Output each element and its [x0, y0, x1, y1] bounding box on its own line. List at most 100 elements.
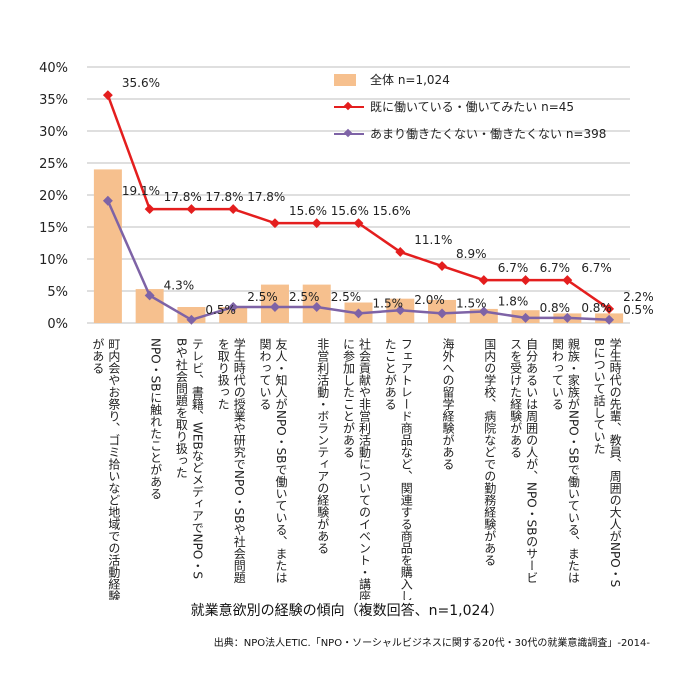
series-marker — [144, 204, 155, 215]
series-marker — [102, 195, 113, 206]
data-label: 11.1% — [414, 233, 452, 247]
y-tick-label: 25% — [39, 157, 68, 172]
legend-swatch-purple — [334, 128, 364, 140]
data-label: 0.5% — [205, 303, 236, 317]
data-label: 2.5% — [247, 290, 278, 304]
series-lines — [102, 90, 615, 325]
x-category-label: 町内会やお祭り、ゴミ拾いなど地域での活動経験 — [107, 338, 121, 600]
chart-caption: 就業意欲別の経験の傾向（複数回答、n=1,024） — [190, 603, 504, 619]
data-label: 6.7% — [540, 261, 571, 275]
data-label: 15.6% — [373, 204, 411, 218]
series-marker — [520, 275, 531, 286]
x-category-label: 関わっている — [550, 338, 564, 410]
series-marker — [311, 302, 322, 312]
x-category-label: 学生時代の授業や研究でNPO・SBや社会問題 — [232, 337, 246, 585]
series-marker — [270, 302, 280, 312]
data-label: 35.6% — [122, 76, 160, 90]
x-category-label: 関わっている — [258, 338, 272, 410]
bar — [219, 307, 248, 323]
x-category-label: 親族・家族がNPO・SBで働いている、または — [566, 338, 580, 584]
series-marker — [353, 308, 364, 319]
series-marker — [562, 275, 573, 286]
series-marker — [228, 204, 239, 215]
chart: 0%5%10%15%20%25%30%35%40% 35.6%17.8% 17.8… — [39, 61, 654, 600]
legend-item-bar: 全体 n=1,024 — [334, 66, 606, 93]
x-category-label: NPO・SBに触れたことがある — [149, 338, 163, 500]
y-tick-label: 40% — [39, 61, 68, 76]
data-label: 15.6% — [289, 204, 327, 218]
legend-swatch-red — [334, 101, 364, 113]
source-note: 出典：NPO法人ETIC.「NPO・ソーシャルビジネスに関する20代・30代の就… — [213, 638, 650, 649]
y-axis-ticks: 0% 5% 10% 15% 20% 25% 30% 35% 40% — [39, 61, 68, 332]
x-category-label: 自分あるいは周囲の人が、NPO・SBのサービ — [525, 338, 539, 584]
x-category-label: 学生時代の先輩、教員、周囲の大人がNPO・S — [608, 337, 622, 588]
grid — [87, 66, 630, 324]
legend-swatch-bar — [334, 73, 356, 86]
data-label: 17.8% — [247, 190, 285, 204]
x-category-label: スを受けた経験がある — [509, 338, 523, 458]
data-label: 4.3% — [164, 278, 195, 292]
x-category-label: たことがある — [383, 338, 397, 410]
series-marker — [270, 218, 280, 229]
data-label: 2.0% — [414, 293, 445, 307]
x-category-label: に参加したことがある — [342, 338, 356, 458]
series-marker — [604, 303, 615, 314]
legend: 全体 n=1,024 既に働いている・働いてみたい n=45 あまり働きたくない… — [334, 66, 606, 147]
x-category-label: フェアトレード商品など、関連する商品を購入し — [399, 338, 413, 600]
series-marker — [186, 314, 197, 325]
x-category-label: がある — [91, 338, 105, 374]
data-label: 2.5% — [289, 290, 320, 304]
series-marker — [395, 247, 406, 257]
data-label: 19.1% — [122, 184, 160, 198]
series-marker — [395, 305, 406, 316]
x-category-label: を取り扱った — [216, 338, 230, 410]
data-label: 6.7% — [581, 261, 612, 275]
x-category-label: Bや社会問題を取り扱った — [174, 338, 188, 478]
x-category-label: 非営利活動・ボランティアの経験がある — [316, 338, 330, 554]
legend-item-purple: あまり働きたくない・働きたくない n=398 — [334, 120, 606, 147]
data-label: 0.5% — [623, 303, 654, 317]
series-marker — [311, 218, 322, 229]
x-category-label: テレビ、書籍、WEBなどメディアでNPO・S — [190, 338, 204, 579]
legend-label-bar: 全体 n=1,024 — [370, 73, 450, 87]
data-label: 17.8% — [164, 190, 202, 204]
x-category-label: 海外への留学経験がある — [441, 337, 455, 470]
data-label: 0.8% — [540, 301, 571, 315]
series-marker — [102, 90, 113, 101]
x-category-label: 友人・知人がNPO・SBで働いている、または — [274, 338, 288, 584]
series-marker — [478, 275, 489, 286]
series-marker — [478, 306, 489, 317]
data-label: 2.5% — [331, 290, 362, 304]
series-marker — [186, 204, 197, 215]
data-label: 17.8% — [205, 190, 243, 204]
series-marker — [562, 312, 573, 323]
series-marker — [437, 308, 447, 319]
y-tick-label: 20% — [39, 189, 68, 204]
series-marker — [228, 302, 239, 312]
x-category-label: Bについて話していた — [592, 338, 606, 454]
y-tick-label: 10% — [39, 253, 68, 268]
y-tick-label: 15% — [39, 221, 68, 236]
y-tick-label: 35% — [39, 93, 68, 108]
series-marker — [353, 218, 364, 229]
x-category-label: 社会貢献や非営利活動についてのイベント・講座 — [358, 337, 372, 600]
data-label: 1.5% — [373, 296, 404, 310]
legend-item-red: 既に働いている・働いてみたい n=45 — [334, 93, 606, 120]
series-marker — [144, 290, 155, 301]
y-tick-label: 30% — [39, 125, 68, 140]
legend-label-red: 既に働いている・働いてみたい n=45 — [370, 100, 575, 114]
data-label: 6.7% — [498, 261, 529, 275]
x-category-label: 国内の学校、病院などでの勤務経験がある — [483, 338, 497, 566]
bar — [93, 169, 122, 323]
y-tick-label: 0% — [47, 317, 68, 332]
series-marker — [604, 314, 615, 325]
y-tick-label: 5% — [47, 285, 68, 300]
data-label: 2.2% — [623, 290, 654, 304]
data-label: 1.5% — [456, 296, 487, 310]
data-label: 0.8% — [581, 301, 612, 315]
series-marker — [520, 312, 531, 323]
legend-label-purple: あまり働きたくない・働きたくない n=398 — [370, 127, 607, 141]
data-label: 1.8% — [498, 294, 529, 308]
series-marker — [437, 261, 447, 271]
